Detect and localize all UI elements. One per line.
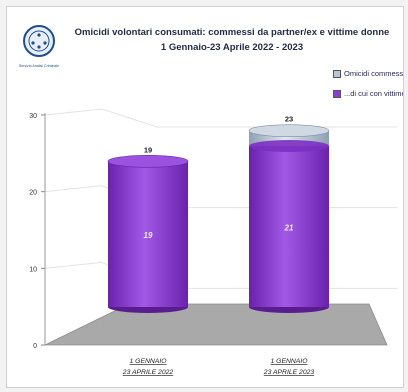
bar-commessi-top [248, 124, 330, 137]
bar-vittime-donne-top [249, 140, 329, 152]
logo-caption: Servizio Analisi Criminale [19, 64, 59, 68]
floor-plane [44, 303, 388, 346]
x-tick-label: 23 APRILE 2022 [122, 369, 174, 376]
x-tick-label: 1 GENNAIO [129, 358, 167, 365]
bar-vittime-donne-top [107, 155, 189, 168]
chart-plot: 0 10 20 30 19 19 1 GENNAIO 23 APRILE 2022 23 21 1 … [29, 108, 397, 376]
y-tick-label: 0 [33, 343, 37, 350]
legend-swatch [333, 69, 341, 78]
legend: Omicidi commessi ...di cui con vittime do… [333, 69, 404, 109]
chart-title-line1: Omicidi volontari consumati: commessi da… [74, 27, 390, 38]
gridline [44, 261, 397, 289]
legend-item: Omicidi commessi [333, 69, 404, 78]
data-label-vittime-donne: 21 [284, 224, 294, 233]
data-label-commessi: 19 [144, 145, 152, 154]
data-label-vittime-donne: 19 [144, 231, 153, 240]
police-logo-icon: Servizio Analisi Criminale [19, 25, 59, 68]
gridline [44, 108, 397, 128]
y-tick-label: 20 [29, 190, 37, 197]
data-label-commessi: 23 [285, 115, 293, 124]
y-tick-label: 30 [29, 113, 37, 120]
legend-swatch [333, 89, 341, 98]
x-tick-label: 23 APRILE 2023 [263, 369, 315, 376]
chart-frame: Servizio Analisi Criminale Omicidi volon… [6, 6, 404, 388]
legend-item: ...di cui con vittime donne [333, 89, 404, 98]
legend-label: ...di cui con vittime donne [344, 89, 404, 98]
x-tick-label: 1 GENNAIO [270, 358, 308, 365]
bar-vittime-donne [108, 161, 188, 307]
y-tick-label: 10 [29, 266, 37, 273]
chart-title: Omicidi volontari consumati: commessi da… [67, 27, 397, 53]
bar-vittime-donne [249, 146, 329, 307]
legend-label: Omicidi commessi [344, 69, 404, 78]
gridline [44, 185, 397, 209]
chart-title-line2: 1 Gennaio-23 Aprile 2022 - 2023 [160, 42, 304, 53]
